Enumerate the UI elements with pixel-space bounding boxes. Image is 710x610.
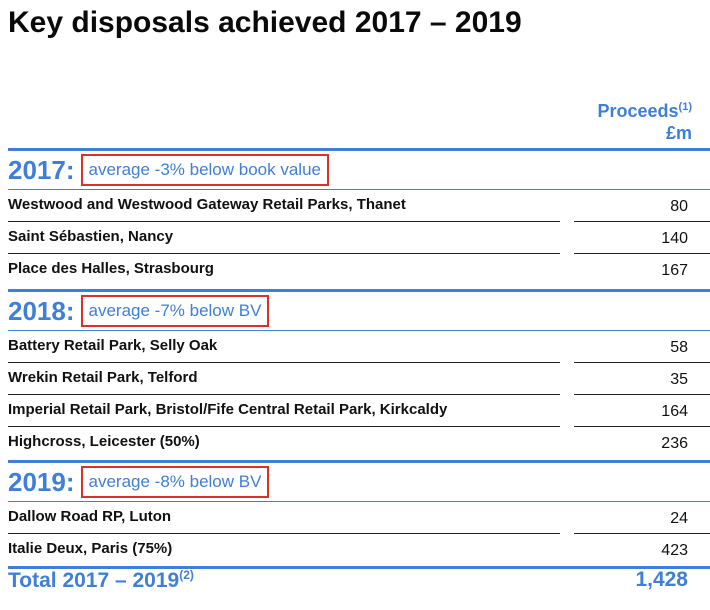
table-row: Battery Retail Park, Selly Oak 58 [8, 331, 710, 363]
table-row: Wrekin Retail Park, Telford 35 [8, 363, 710, 395]
table-row: Highcross, Leicester (50%) 236 [8, 427, 710, 459]
proceeds-footnote-marker: (1) [678, 101, 692, 113]
proceeds-unit: £m [665, 123, 692, 143]
disposal-name: Italie Deux, Paris (75%) [8, 540, 173, 557]
disposal-proceeds: 80 [670, 198, 688, 215]
disposal-name: Imperial Retail Park, Bristol/Fife Centr… [8, 401, 448, 418]
year-label: 2017: [8, 154, 75, 185]
section-divider [8, 148, 710, 151]
row-rule [574, 362, 710, 363]
section-header-2018: 2018: average -7% below BV [8, 293, 270, 329]
disposal-name: Saint Sébastien, Nancy [8, 228, 174, 245]
average-note-box: average -3% below book value [80, 154, 329, 186]
row-rule [8, 394, 560, 395]
row-rule [574, 253, 710, 254]
disposal-name: Highcross, Leicester (50%) [8, 433, 200, 450]
section-underline [8, 189, 710, 190]
disposal-proceeds: 423 [661, 542, 688, 559]
section-divider [8, 460, 710, 463]
section-underline [8, 501, 710, 502]
section-divider [8, 289, 710, 292]
disposal-proceeds: 35 [670, 371, 688, 388]
page-title: Key disposals achieved 2017 – 2019 [8, 6, 522, 39]
disposal-name: Westwood and Westwood Gateway Retail Par… [8, 196, 406, 213]
table-row: Dallow Road RP, Luton 24 [8, 502, 710, 534]
total-footnote-marker: (2) [179, 568, 194, 582]
table-row: Italie Deux, Paris (75%) 423 [8, 534, 710, 566]
year-label: 2018: [8, 295, 75, 326]
total-label: Total 2017 – 2019(2) [8, 568, 194, 593]
row-rule [574, 533, 710, 534]
disposal-proceeds: 164 [661, 403, 688, 420]
proceeds-column-header: Proceeds(1) £m [562, 96, 693, 144]
section-header-2019: 2019: average -8% below BV [8, 464, 270, 500]
average-note-box: average -8% below BV [80, 466, 270, 498]
row-rule [574, 394, 710, 395]
disposal-proceeds: 58 [670, 339, 688, 356]
disposal-proceeds: 167 [661, 262, 688, 279]
table-row: Imperial Retail Park, Bristol/Fife Centr… [8, 395, 710, 427]
row-rule [8, 221, 560, 222]
row-rule [8, 426, 560, 427]
average-note-box: average -7% below BV [80, 295, 270, 327]
disposal-name: Wrekin Retail Park, Telford [8, 369, 198, 386]
total-value: 1,428 [635, 568, 688, 591]
row-rule [574, 426, 710, 427]
year-label: 2019: [8, 466, 75, 497]
table-row: Place des Halles, Strasbourg 167 [8, 254, 710, 286]
section-header-2017: 2017: average -3% below book value [8, 152, 329, 188]
disposal-proceeds: 140 [661, 230, 688, 247]
row-rule [8, 362, 560, 363]
disposal-proceeds: 24 [670, 510, 688, 527]
row-rule [8, 253, 560, 254]
section-underline [8, 330, 710, 331]
row-rule [574, 221, 710, 222]
row-rule [8, 533, 560, 534]
disposal-proceeds: 236 [661, 435, 688, 452]
total-divider [8, 566, 710, 569]
table-row: Saint Sébastien, Nancy 140 [8, 222, 710, 254]
total-label-text: Total 2017 – 2019 [8, 569, 180, 592]
proceeds-header-label: Proceeds [597, 101, 679, 121]
disposal-name: Place des Halles, Strasbourg [8, 260, 214, 277]
disposal-name: Battery Retail Park, Selly Oak [8, 337, 218, 354]
disposal-name: Dallow Road RP, Luton [8, 508, 172, 525]
table-row: Westwood and Westwood Gateway Retail Par… [8, 190, 710, 222]
